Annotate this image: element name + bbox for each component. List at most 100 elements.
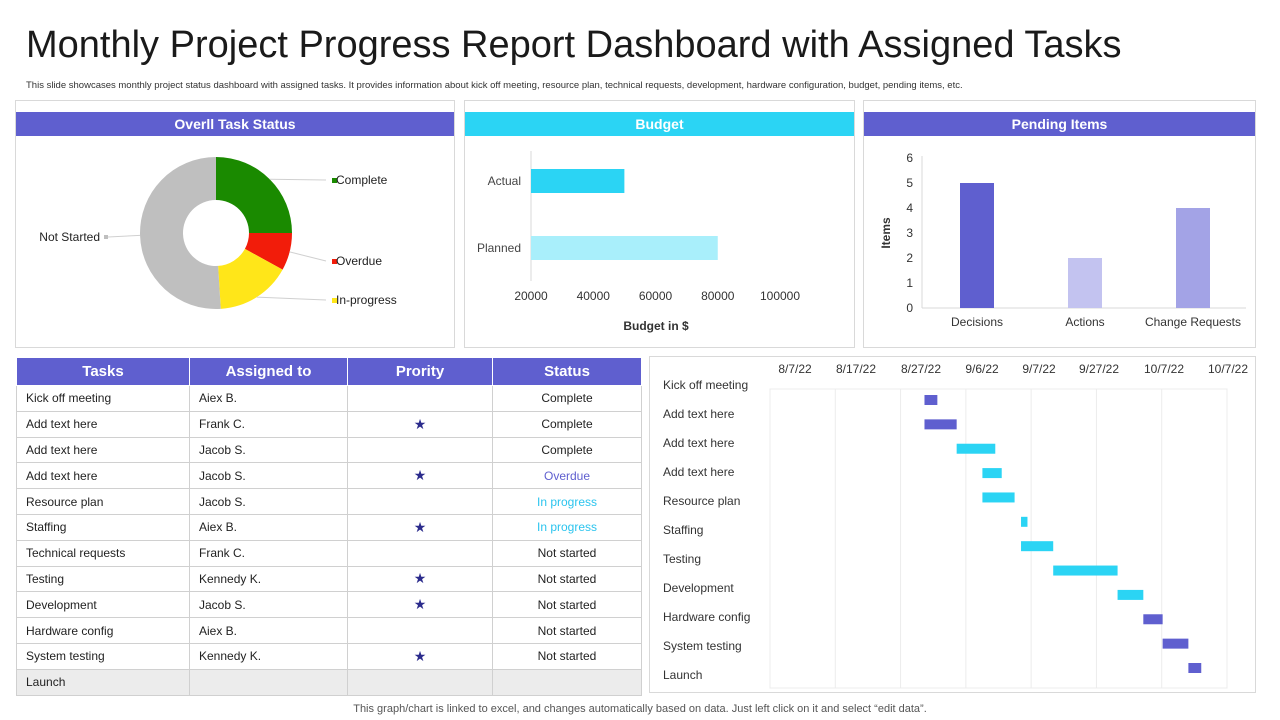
cell-status-text: In progress (536, 494, 598, 509)
cell-priority (347, 385, 493, 412)
budget-header: Budget (465, 112, 854, 136)
cell-assigned-text: Aiex B. (199, 520, 238, 535)
gantt-task-label: Resource plan (663, 494, 740, 508)
cell-task: Testing (16, 565, 190, 593)
priority-star-icon: ★ (413, 570, 427, 587)
cell-task-text: Launch (26, 675, 66, 690)
gantt-bar (924, 419, 957, 430)
pending-items-bar-chart: 0 1 2 3 4 5 6 Decisions Actions Change Requests It… (879, 151, 1246, 329)
budget-bar-chart: Actual Planned 20000 40000 60000 80000 100000 B… (477, 151, 800, 333)
cell-status-text: Overdue (543, 468, 591, 483)
pending-tick-label: 1 (906, 276, 913, 290)
cell-status: Not started (492, 617, 642, 644)
budget-tick-label: 20000 (514, 289, 548, 303)
gantt-date-tick: 9/27/22 (1079, 362, 1119, 376)
donut-slice-complete (216, 157, 292, 233)
gantt-bar (924, 395, 938, 405)
budget-tick-label: 80000 (701, 289, 735, 303)
gantt-bar (956, 443, 996, 454)
cell-priority: ★ (347, 565, 493, 593)
cell-status-text: Complete (541, 391, 593, 406)
cell-status-text: Not started (537, 649, 597, 664)
col-header-assigned: Assigned to (189, 357, 348, 386)
cell-assigned: Aiex B. (189, 385, 348, 412)
legend-marker (332, 298, 337, 303)
table-row: Add text here Frank C. ★ Complete (16, 410, 642, 438)
gantt-task-label: Add text here (663, 436, 735, 450)
cell-task-text: Add text here (26, 417, 98, 432)
priority-star-icon: ★ (413, 596, 427, 613)
pending-tick-label: 6 (906, 151, 913, 165)
col-header-tasks: Tasks (16, 357, 190, 386)
table-row: Testing Kennedy K. ★ Not started (16, 565, 642, 593)
cell-priority: ★ (347, 591, 493, 619)
cell-assigned (189, 668, 348, 696)
cell-assigned: Kennedy K. (189, 642, 348, 670)
table-row: Add text here Jacob S. Complete (16, 436, 642, 464)
cell-assigned-text: Frank C. (199, 417, 246, 432)
cell-task-text: Staffing (26, 520, 67, 535)
cell-task: System testing (16, 642, 190, 670)
cell-priority (347, 488, 493, 515)
cell-status-text: Complete (541, 442, 593, 457)
cell-task: Add text here (16, 436, 190, 464)
gantt-bar (982, 468, 1002, 479)
cell-status: Not started (492, 565, 642, 593)
pending-tick-label: 3 (906, 226, 913, 240)
budget-category-label: Actual (488, 174, 521, 188)
donut-leader-line (256, 296, 327, 301)
cell-task-text: Resource plan (26, 494, 104, 509)
gantt-bar (1021, 541, 1054, 552)
cell-status: Not started (492, 642, 642, 670)
pending-category-label: Decisions (951, 315, 1003, 329)
gantt-bar (1053, 565, 1118, 576)
priority-star-icon: ★ (413, 415, 427, 432)
table-row: Staffing Aiex B. ★ In progress (16, 513, 642, 541)
gantt-task-label: Add text here (663, 465, 735, 479)
cell-task: Kick off meeting (16, 385, 190, 412)
donut-leader-line (289, 251, 327, 262)
cell-status (492, 668, 642, 696)
priority-star-icon: ★ (413, 647, 427, 664)
gantt-date-tick: 8/27/22 (901, 362, 941, 376)
task-table-header-row: Tasks Assigned to Prority Status (16, 357, 642, 386)
cell-task: Resource plan (16, 488, 190, 515)
legend-marker (104, 235, 108, 239)
cell-status: Complete (492, 410, 642, 438)
cell-priority: ★ (347, 642, 493, 670)
cell-priority: ★ (347, 462, 493, 490)
priority-star-icon: ★ (413, 467, 427, 484)
cell-status: Not started (492, 539, 642, 567)
pending-items-panel: Pending Items 0 1 2 3 4 5 6 Decisions Actions Cha… (863, 100, 1256, 348)
cell-assigned: Aiex B. (189, 617, 348, 644)
cell-task: Staffing (16, 513, 190, 541)
cell-task-text: Development (26, 597, 97, 612)
table-row: Add text here Jacob S. ★ Overdue (16, 462, 642, 490)
gantt-date-tick: 8/17/22 (836, 362, 876, 376)
gantt-date-tick: 10/7/22 (1144, 362, 1184, 376)
gantt-panel: 8/7/22 8/17/22 8/27/22 9/6/22 9/7/22 9/27/22 1… (649, 356, 1256, 693)
gantt-bar (1117, 589, 1144, 600)
task-status-donut-chart: Complete Overdue In-progress Not Started (39, 157, 397, 309)
cell-assigned: Frank C. (189, 410, 348, 438)
cell-priority (347, 617, 493, 644)
budget-bar-planned (531, 236, 718, 260)
page-title: Monthly Project Progress Report Dashboar… (26, 24, 1122, 66)
cell-assigned: Jacob S. (189, 488, 348, 515)
cell-task-text: Testing (26, 571, 65, 586)
budget-panel: Budget Actual Planned 20000 40000 60000 80000… (464, 100, 855, 348)
gantt-task-label: Testing (663, 552, 701, 566)
cell-status-text: Not started (537, 546, 597, 561)
table-row: Technical requests Frank C. Not started (16, 539, 642, 567)
donut-leader-line (107, 234, 141, 238)
budget-tick-label: 60000 (639, 289, 673, 303)
cell-priority (347, 539, 493, 567)
gantt-bar (1162, 638, 1189, 649)
donut-label: Complete (336, 173, 388, 187)
budget-category-label: Planned (477, 241, 521, 255)
pending-tick-label: 5 (906, 176, 913, 190)
budget-tick-label: 40000 (577, 289, 611, 303)
donut-label: Not Started (39, 230, 100, 244)
table-row: Kick off meeting Aiex B. Complete (16, 385, 642, 412)
cell-status: In progress (492, 513, 642, 541)
